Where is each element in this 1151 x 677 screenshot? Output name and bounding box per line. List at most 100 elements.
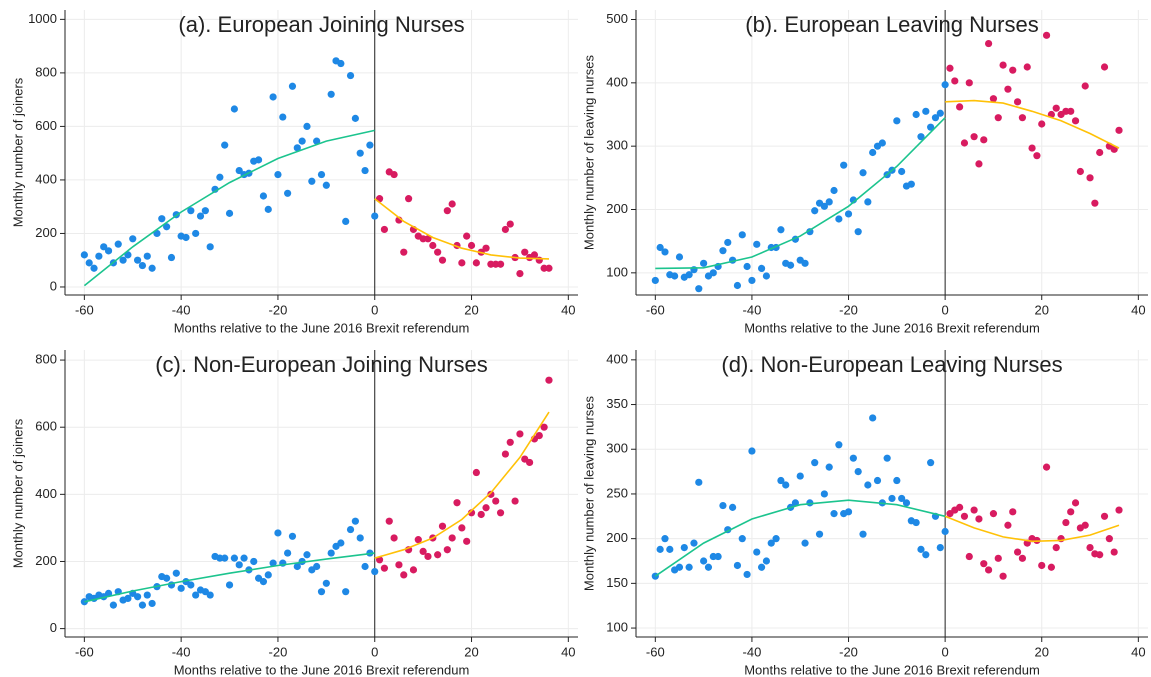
- y-tick-label: 300: [606, 138, 628, 153]
- point: [869, 414, 877, 422]
- point: [1081, 82, 1089, 90]
- point: [380, 225, 389, 234]
- point: [1096, 148, 1104, 157]
- point: [1062, 518, 1070, 527]
- point: [985, 39, 993, 48]
- y-tick-label: 300: [606, 441, 628, 456]
- point: [878, 139, 886, 147]
- point: [719, 501, 727, 510]
- point: [1004, 85, 1012, 93]
- point: [675, 563, 684, 571]
- point: [801, 539, 809, 547]
- point: [825, 198, 833, 206]
- point: [661, 248, 669, 256]
- point: [516, 430, 524, 438]
- point: [230, 554, 238, 562]
- point: [298, 137, 306, 145]
- y-tick-label: 150: [606, 575, 628, 590]
- chart-title: (c). Non-European Joining Nurses: [155, 352, 488, 377]
- x-tick-label: -40: [172, 644, 191, 659]
- point: [235, 166, 243, 175]
- point: [927, 123, 935, 131]
- x-tick-label: -20: [269, 644, 288, 659]
- point: [361, 562, 369, 571]
- point: [390, 534, 398, 542]
- point: [782, 481, 790, 489]
- point: [729, 503, 737, 511]
- point: [419, 547, 427, 556]
- point: [1086, 174, 1094, 182]
- x-tick-label: -20: [839, 302, 858, 317]
- point: [989, 95, 998, 103]
- point: [1115, 506, 1123, 514]
- point: [163, 574, 171, 582]
- point: [380, 564, 389, 572]
- point: [743, 262, 751, 271]
- point: [293, 144, 301, 152]
- point: [956, 503, 964, 511]
- point: [477, 510, 485, 519]
- point: [753, 240, 761, 248]
- y-tick-label: 200: [35, 553, 57, 568]
- point: [187, 581, 195, 589]
- point: [535, 431, 543, 440]
- point: [898, 167, 906, 176]
- point: [138, 601, 147, 609]
- point: [1038, 561, 1046, 570]
- point: [346, 71, 355, 80]
- point: [458, 259, 466, 267]
- point: [501, 450, 510, 458]
- x-tick-label: -40: [172, 302, 191, 317]
- x-axis-label: Months relative to the June 2016 Brexit …: [174, 320, 470, 335]
- point: [753, 548, 761, 556]
- point: [240, 554, 248, 562]
- point: [371, 212, 379, 220]
- point: [80, 598, 88, 606]
- point: [535, 256, 543, 264]
- point: [472, 468, 480, 477]
- x-tick-label: 20: [1035, 302, 1049, 317]
- point: [1081, 521, 1089, 529]
- point: [1100, 63, 1109, 71]
- x-tick-label: -60: [75, 644, 94, 659]
- point: [337, 59, 345, 68]
- point: [695, 285, 703, 293]
- point: [405, 195, 413, 203]
- point: [989, 510, 998, 518]
- point: [274, 170, 282, 179]
- point: [284, 549, 292, 557]
- y-tick-label: 400: [35, 171, 57, 186]
- point: [840, 161, 848, 169]
- y-tick-label: 250: [606, 485, 628, 500]
- point: [530, 251, 539, 259]
- x-axis-label: Months relative to the June 2016 Brexit …: [174, 662, 470, 677]
- point: [835, 215, 843, 223]
- point: [685, 271, 693, 279]
- point: [506, 220, 514, 228]
- fit-line: [374, 198, 550, 260]
- point: [1110, 145, 1118, 153]
- point: [254, 156, 263, 164]
- point: [738, 231, 746, 239]
- point: [1033, 152, 1041, 160]
- point: [1028, 144, 1036, 152]
- point: [143, 591, 151, 599]
- point: [395, 561, 403, 569]
- y-tick-label: 600: [35, 419, 57, 434]
- point: [385, 517, 393, 525]
- y-tick-label: 0: [50, 620, 57, 635]
- x-tick-label: 40: [561, 302, 575, 317]
- point: [221, 141, 229, 149]
- point: [811, 459, 819, 467]
- point: [796, 472, 804, 480]
- point: [269, 559, 277, 567]
- point: [313, 137, 321, 145]
- x-tick-label: -60: [646, 644, 665, 659]
- x-tick-label: -40: [743, 302, 762, 317]
- fit-line: [84, 552, 375, 603]
- point: [521, 248, 529, 256]
- point: [801, 259, 809, 267]
- point: [748, 447, 756, 455]
- point: [786, 261, 795, 269]
- point: [675, 253, 684, 261]
